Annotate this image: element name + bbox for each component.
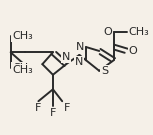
Text: F: F: [50, 108, 56, 118]
Text: S: S: [101, 66, 108, 76]
Text: F: F: [64, 103, 70, 113]
Text: N: N: [76, 42, 84, 52]
Text: N: N: [62, 52, 70, 62]
Text: O: O: [129, 46, 137, 56]
Text: N: N: [75, 57, 84, 67]
Text: CH₃: CH₃: [12, 63, 33, 73]
Text: CH₃: CH₃: [12, 31, 33, 41]
Text: O: O: [103, 27, 112, 38]
Text: F: F: [35, 103, 42, 113]
Text: CH₃: CH₃: [129, 27, 149, 38]
Text: CH₃: CH₃: [12, 65, 33, 75]
